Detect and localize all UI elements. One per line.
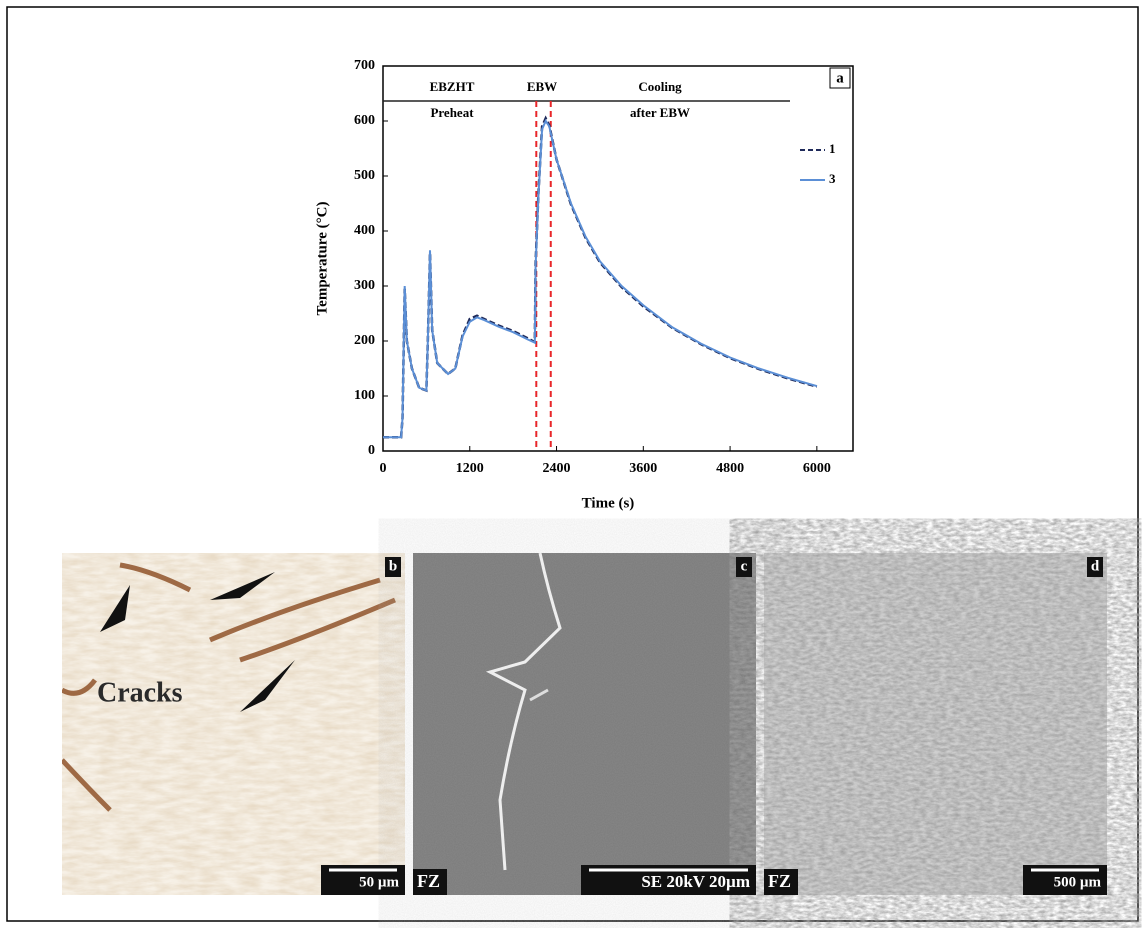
- y-tick-label: 700: [354, 58, 375, 73]
- y-tick-label: 200: [354, 333, 375, 348]
- panel-label-box: [1087, 557, 1103, 577]
- panel-label: a: [836, 70, 844, 86]
- x-tick-label: 0: [380, 461, 387, 476]
- y-tick-label: 400: [354, 223, 375, 238]
- x-tick-label: 6000: [803, 461, 831, 476]
- plot-frame: [382, 65, 854, 452]
- y-tick-label: 500: [354, 168, 375, 183]
- region-label: FZ: [417, 871, 440, 891]
- micrograph-d: [764, 553, 1107, 895]
- region-box: [413, 869, 447, 895]
- scale-label: 50 µm: [359, 874, 399, 890]
- scale-label: 500 µm: [1054, 874, 1102, 890]
- y-tick-label: 300: [354, 278, 375, 293]
- x-axis-label: Time (s): [582, 495, 635, 511]
- x-tick-label: 4800: [716, 461, 744, 476]
- annotation: Cracks: [97, 677, 183, 708]
- x-tick-label: 2400: [543, 461, 571, 476]
- scale-label: SE 20kV 20µm: [641, 872, 750, 891]
- phase-label: after EBW: [630, 105, 690, 120]
- phase-label: Cooling: [638, 79, 682, 94]
- region-box: [764, 869, 798, 895]
- frame: [6, 6, 1139, 922]
- phase-label: Preheat: [430, 105, 474, 120]
- y-tick-label: 0: [368, 443, 375, 458]
- legend-label: 3: [829, 171, 836, 186]
- micrograph-b: [62, 553, 405, 895]
- y-tick-label: 100: [354, 388, 375, 403]
- legend-label: 1: [829, 141, 836, 156]
- x-tick-label: 1200: [456, 461, 484, 476]
- panel-label-box: [829, 67, 851, 89]
- phase-label: EBZHT: [430, 79, 475, 94]
- panel-label-box: [736, 557, 752, 577]
- y-tick-label: 600: [354, 113, 375, 128]
- panel-label: b: [389, 558, 397, 574]
- x-tick-label: 3600: [629, 461, 657, 476]
- series-line: [383, 118, 818, 439]
- panel-label: c: [741, 558, 748, 574]
- micrograph-c: [413, 552, 756, 895]
- panel-label: d: [1091, 558, 1100, 574]
- series-line: [383, 115, 818, 439]
- panel-label-box: [385, 557, 401, 577]
- y-axis-label: Temperature (°C): [314, 202, 330, 316]
- phase-label: EBW: [527, 79, 557, 94]
- region-label: FZ: [768, 871, 791, 891]
